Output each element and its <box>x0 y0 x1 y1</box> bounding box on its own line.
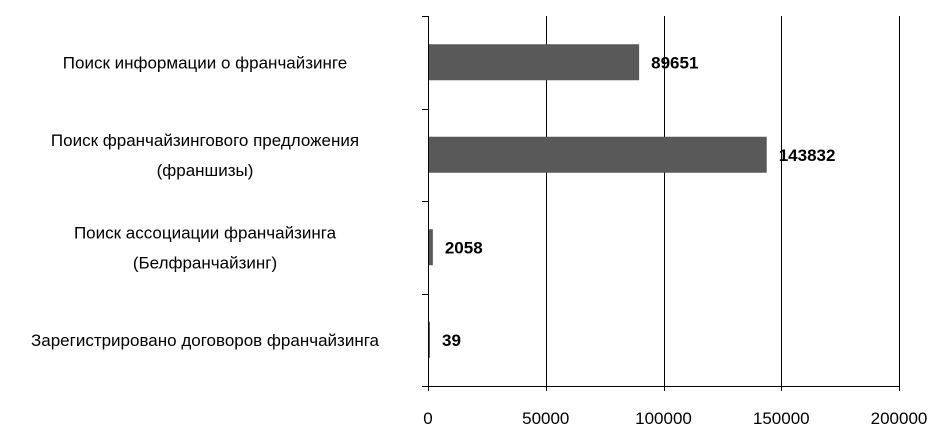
category-label-line: Поиск ассоциации франчайзинга <box>74 223 337 242</box>
bar <box>428 136 767 173</box>
x-tick-label: 50000 <box>522 409 569 428</box>
x-tick-label: 150000 <box>753 409 810 428</box>
category-label: Поиск ассоциации франчайзинга (Белфранчай… <box>74 223 337 272</box>
data-labels: 89651 143832 2058 39 <box>442 53 835 350</box>
data-label: 143832 <box>779 146 836 165</box>
axes <box>422 16 900 391</box>
bars <box>428 44 767 358</box>
category-label-line: (Белфранчайзинг) <box>133 253 277 272</box>
data-label: 2058 <box>445 238 483 257</box>
category-label: Поиск франчайзингового предложения (франш… <box>51 131 359 180</box>
category-label-line: (франшизы) <box>157 161 254 180</box>
category-label: Зарегистрировано договоров франчайзинга <box>31 331 380 350</box>
category-label: Поиск информации о франчайзинге <box>63 53 347 72</box>
x-tick-label: 100000 <box>635 409 692 428</box>
data-label: 39 <box>442 331 461 350</box>
category-labels: Поиск информации о франчайзинге Поиск фра… <box>31 53 380 350</box>
x-tick-label: 0 <box>423 409 432 428</box>
data-label: 89651 <box>651 53 698 72</box>
category-label-line: Зарегистрировано договоров франчайзинга <box>31 331 380 350</box>
gridlines <box>546 16 900 386</box>
category-label-line: Поиск информации о франчайзинге <box>63 53 347 72</box>
bar <box>428 229 433 266</box>
x-tick-label: 200000 <box>871 409 928 428</box>
tick-labels: 0 50000 100000 150000 200000 <box>423 409 927 428</box>
category-label-line: Поиск франчайзингового предложения <box>51 131 359 150</box>
bar <box>428 44 640 81</box>
